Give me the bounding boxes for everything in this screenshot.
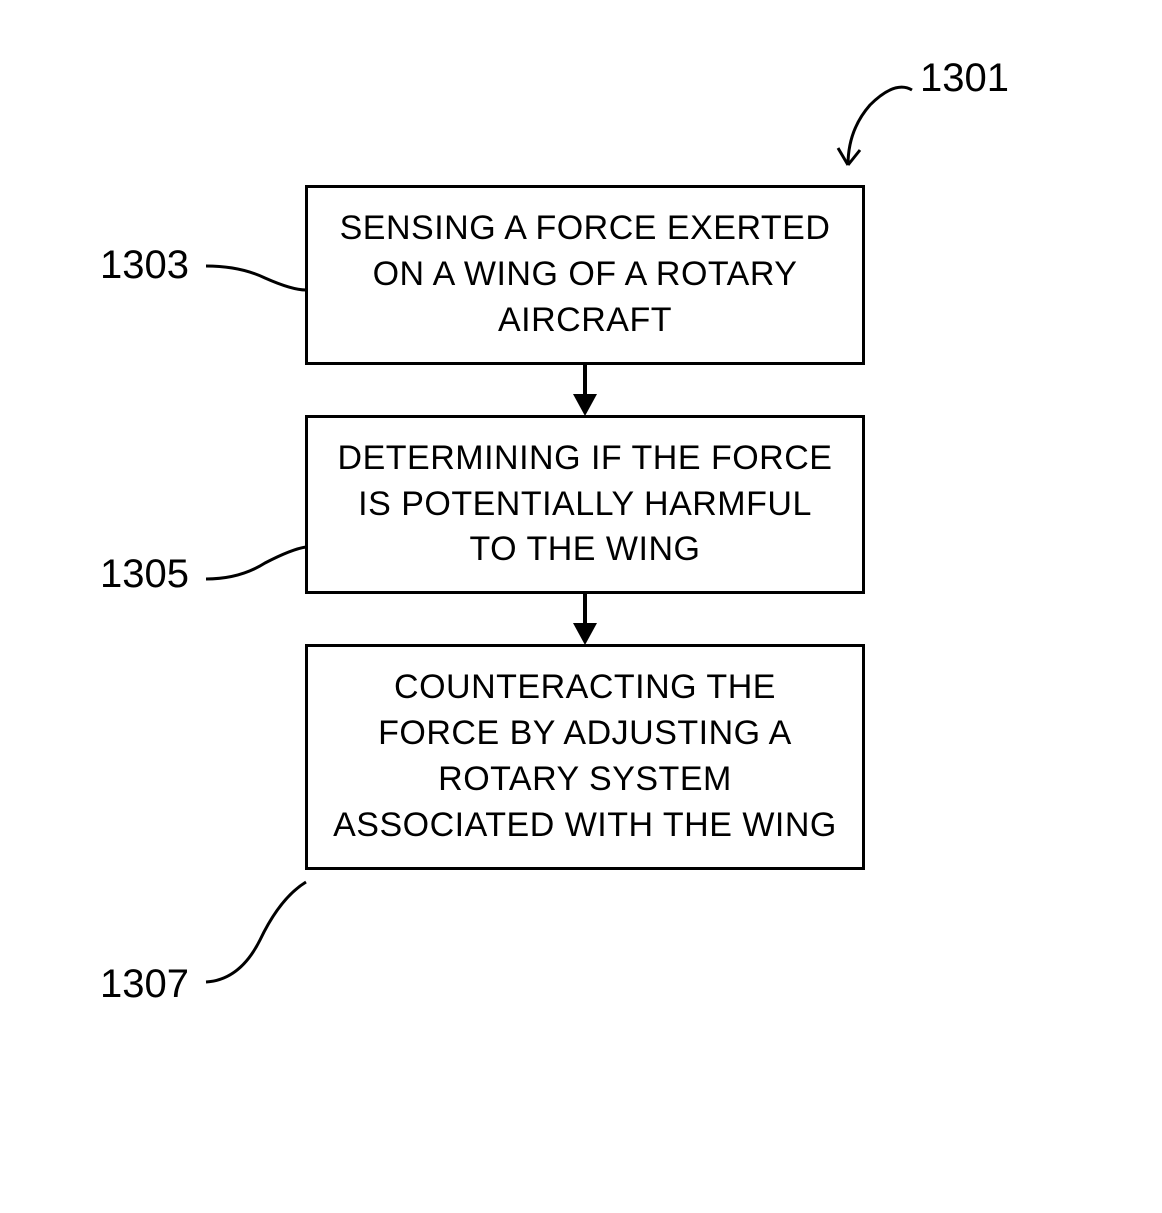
flowchart-arrow-2 (571, 593, 599, 645)
step3-id-label: 1307 (100, 962, 189, 1007)
label-text: 1307 (100, 962, 189, 1006)
flowchart-node-step3: COUNTERACTING THE FORCE BY ADJUSTING A R… (305, 644, 865, 870)
flowchart-node-step1: SENSING A FORCE EXERTED ON A WING OF A R… (305, 185, 865, 365)
step1-connector (200, 260, 310, 310)
flowchart-node-step2: DETERMINING IF THE FORCE IS POTENTIALLY … (305, 415, 865, 595)
label-text: 1305 (100, 552, 189, 596)
label-text: 1303 (100, 243, 189, 287)
step2-connector (200, 535, 310, 595)
diagram-id-label: 1301 (920, 56, 1009, 101)
flowchart-arrow-1 (571, 364, 599, 416)
node-text: COUNTERACTING THE FORCE BY ADJUSTING A R… (333, 668, 837, 844)
node-text: SENSING A FORCE EXERTED ON A WING OF A R… (340, 209, 831, 339)
diagram-id-connector (800, 70, 930, 190)
step3-connector (200, 870, 310, 990)
label-text: 1301 (920, 56, 1009, 100)
step2-id-label: 1305 (100, 552, 189, 597)
step1-id-label: 1303 (100, 243, 189, 288)
flowchart: SENSING A FORCE EXERTED ON A WING OF A R… (305, 185, 865, 870)
node-text: DETERMINING IF THE FORCE IS POTENTIALLY … (338, 439, 833, 569)
